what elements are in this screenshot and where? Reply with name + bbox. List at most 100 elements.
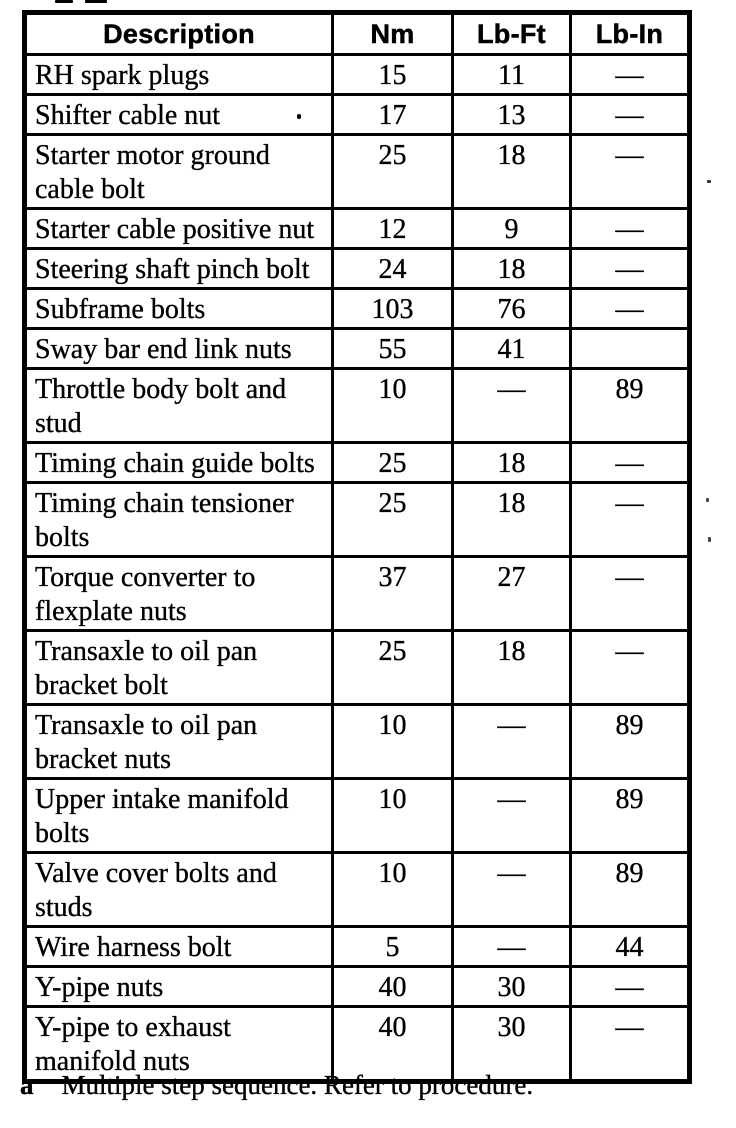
lbft-cell: 18: [451, 441, 572, 484]
lbft-cell: —: [451, 777, 572, 854]
lbin-cell: 89: [569, 777, 691, 854]
table-row: Wire harness bolt 5 — 44: [23, 925, 691, 968]
lbft-cell: 18: [451, 481, 572, 558]
table-body: RH spark plugs 15 11 — Shifter cable nut…: [23, 53, 691, 1083]
lbft-cell: —: [451, 925, 572, 968]
lbin-cell: [569, 327, 691, 370]
table-row: Valve cover bolts and studs 10 — 89: [23, 851, 691, 928]
table-row: Transaxle to oil pan bracket bolt 25 18 …: [23, 629, 691, 706]
lbin-cell: —: [569, 247, 691, 290]
lbin-cell: 89: [569, 851, 691, 928]
nm-cell: 25: [331, 481, 454, 558]
scan-artifact: [55, 0, 73, 3]
lbin-cell: —: [569, 555, 691, 632]
scan-artifact: [708, 537, 711, 542]
scan-artifact: [707, 180, 711, 183]
header-nm: Nm: [331, 11, 454, 56]
description-cell: Timing chain tensioner bolts: [23, 481, 334, 558]
lbft-cell: 18: [451, 133, 572, 210]
table-row: Upper intake manifold bolts 10 — 89: [23, 777, 691, 854]
lbft-cell: —: [451, 367, 572, 444]
lbin-cell: —: [569, 965, 691, 1008]
table-row: RH spark plugs 15 11 —: [23, 53, 691, 96]
table-row: Transaxle to oil pan bracket nuts 10 — 8…: [23, 703, 691, 780]
nm-cell: 10: [331, 703, 454, 780]
lbin-cell: —: [569, 629, 691, 706]
nm-cell: 10: [331, 777, 454, 854]
description-cell: Transaxle to oil pan bracket nuts: [23, 703, 334, 780]
nm-cell: 40: [331, 965, 454, 1008]
table-row: Timing chain guide bolts 25 18 —: [23, 441, 691, 484]
table-row: Starter motor ground cable bolt 25 18 —: [23, 133, 691, 210]
lbft-cell: 27: [451, 555, 572, 632]
table-row: Y-pipe to exhaust manifold nuts 40 30 —: [23, 1005, 691, 1083]
lbin-cell: —: [569, 287, 691, 330]
lbft-cell: —: [451, 851, 572, 928]
table-row: Steering shaft pinch bolt 24 18 —: [23, 247, 691, 290]
description-cell: Y-pipe to exhaust manifold nuts: [23, 1005, 334, 1083]
header-lb-ft: Lb-Ft: [451, 11, 572, 56]
nm-cell: 24: [331, 247, 454, 290]
nm-cell: 10: [331, 851, 454, 928]
nm-cell: 55: [331, 327, 454, 370]
table-header: Description Nm Lb-Ft Lb-In: [23, 11, 691, 56]
lbft-cell: 9: [451, 207, 572, 250]
description-cell: Torque converter to flexplate nuts: [23, 555, 334, 632]
torque-spec-table: Description Nm Lb-Ft Lb-In RH spark plug…: [22, 10, 692, 1084]
nm-cell: 25: [331, 133, 454, 210]
footnote-text: Multiple step sequence. Refer to procedu…: [61, 1070, 534, 1100]
description-cell: Valve cover bolts and studs: [23, 851, 334, 928]
description-cell: Shifter cable nut: [23, 93, 334, 136]
scan-artifact: [85, 0, 107, 3]
lbft-cell: 76: [451, 287, 572, 330]
table-row: Shifter cable nut 17 13 —: [23, 93, 691, 136]
header-row: Description Nm Lb-Ft Lb-In: [23, 11, 691, 56]
description-cell: RH spark plugs: [23, 53, 334, 96]
table-row: Throttle body bolt and stud 10 — 89: [23, 367, 691, 444]
lbft-cell: 18: [451, 247, 572, 290]
footnote: a Multiple step sequence. Refer to proce…: [20, 1070, 533, 1101]
description-cell: Y-pipe nuts: [23, 965, 334, 1008]
lbin-cell: —: [569, 53, 691, 96]
description-cell: Sway bar end link nuts: [23, 327, 334, 370]
nm-cell: 25: [331, 441, 454, 484]
lbin-cell: —: [569, 481, 691, 558]
footnote-marker: a: [20, 1070, 34, 1100]
description-cell: Wire harness bolt: [23, 925, 334, 968]
lbft-cell: —: [451, 703, 572, 780]
scan-artifact: [706, 498, 709, 502]
lbin-cell: —: [569, 1005, 691, 1083]
lbin-cell: —: [569, 133, 691, 210]
nm-cell: 15: [331, 53, 454, 96]
table-row: Subframe bolts 103 76 —: [23, 287, 691, 330]
table-row: Starter cable positive nut 12 9 —: [23, 207, 691, 250]
table-row: Torque converter to flexplate nuts 37 27…: [23, 555, 691, 632]
description-cell: Starter cable positive nut: [23, 207, 334, 250]
description-cell: Throttle body bolt and stud: [23, 367, 334, 444]
header-lb-in: Lb-In: [569, 11, 691, 56]
lbft-cell: 30: [451, 1005, 572, 1083]
description-cell: Starter motor ground cable bolt: [23, 133, 334, 210]
table-row: Y-pipe nuts 40 30 —: [23, 965, 691, 1008]
lbft-cell: 11: [451, 53, 572, 96]
table-row: Timing chain tensioner bolts 25 18 —: [23, 481, 691, 558]
lbft-cell: 18: [451, 629, 572, 706]
lbft-cell: 13: [451, 93, 572, 136]
nm-cell: 25: [331, 629, 454, 706]
nm-cell: 12: [331, 207, 454, 250]
lbin-cell: 44: [569, 925, 691, 968]
lbin-cell: 89: [569, 703, 691, 780]
description-cell: Timing chain guide bolts: [23, 441, 334, 484]
nm-cell: 17: [331, 93, 454, 136]
description-cell: Transaxle to oil pan bracket bolt: [23, 629, 334, 706]
lbin-cell: —: [569, 441, 691, 484]
nm-cell: 37: [331, 555, 454, 632]
description-cell: Upper intake manifold bolts: [23, 777, 334, 854]
lbin-cell: —: [569, 93, 691, 136]
lbin-cell: 89: [569, 367, 691, 444]
nm-cell: 10: [331, 367, 454, 444]
nm-cell: 40: [331, 1005, 454, 1083]
lbft-cell: 30: [451, 965, 572, 1008]
description-cell: Steering shaft pinch bolt: [23, 247, 334, 290]
description-cell: Subframe bolts: [23, 287, 334, 330]
